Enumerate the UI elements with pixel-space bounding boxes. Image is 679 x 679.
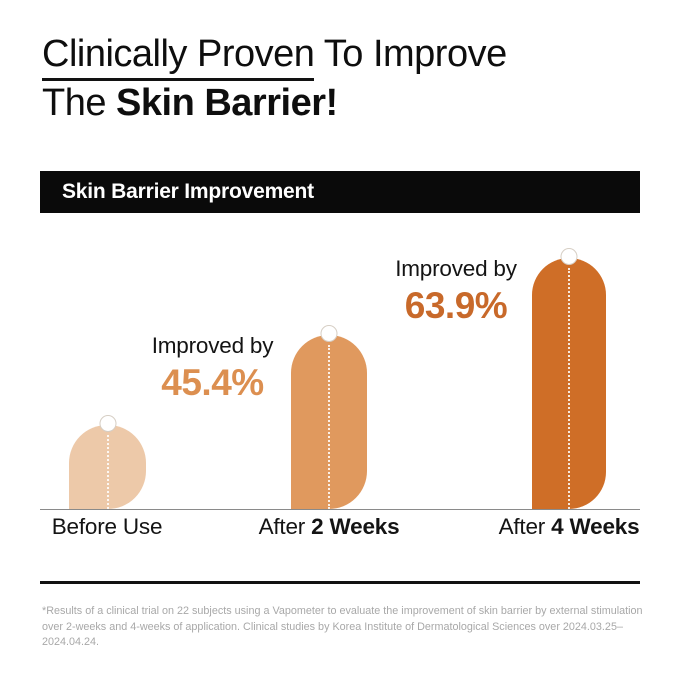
x-label-before-use: Before Use <box>22 514 192 540</box>
page-title-line2: The Skin Barrier! <box>42 79 507 128</box>
chart-title-banner: Skin Barrier Improvement <box>40 171 640 213</box>
page-title-line2-bold: Skin Barrier! <box>116 82 338 124</box>
annotation-after-2-weeks: Improved by 45.4% <box>140 333 285 404</box>
footnote: *Results of a clinical trial on 22 subje… <box>42 604 647 651</box>
x-label-text: After <box>258 514 312 539</box>
bar-center-dashed-line <box>568 268 570 509</box>
annotation-after-4-weeks: Improved by 63.9% <box>385 256 527 327</box>
page-title-line2-regular: The <box>42 82 117 124</box>
x-label-after-2-weeks: After 2 Weeks <box>244 514 414 540</box>
annotation-prefix: Improved by <box>395 256 517 281</box>
bar-before-use <box>69 415 146 509</box>
bar-top-marker-icon <box>560 248 578 265</box>
x-label-after-4-weeks: After 4 Weeks <box>484 514 654 540</box>
bar-chart: Improved by 45.4% Improved by 63.9% <box>40 248 640 510</box>
x-label-text: After <box>498 514 552 539</box>
footnote-line1: *Results of a clinical trial on 22 subje… <box>42 605 643 617</box>
x-label-text: Before Use <box>51 514 163 539</box>
annotation-value: 45.4% <box>161 362 264 403</box>
x-label-bold-text: 2 Weeks <box>311 514 400 539</box>
page-title-line1: Clinically Proven To Improve <box>42 30 507 81</box>
bar-after-4-weeks <box>532 248 606 509</box>
bar-center-dashed-line <box>106 435 109 509</box>
annotation-value: 63.9% <box>404 285 508 326</box>
bar-center-dashed-line <box>328 345 330 509</box>
footnote-line2: over 2-weeks and 4-weeks of application.… <box>42 620 623 649</box>
bar-top-marker-icon <box>320 325 338 342</box>
x-label-bold-text: 4 Weeks <box>551 514 640 539</box>
page-title-line1-rest: To Improve <box>314 33 507 75</box>
bar-top-marker-icon <box>99 415 116 432</box>
bar-after-2-weeks <box>291 325 367 509</box>
footer-divider <box>40 581 640 584</box>
page-title: Clinically Proven To Improve The Skin Ba… <box>42 30 507 128</box>
page-title-underlined-text: Clinically Proven <box>42 33 315 81</box>
annotation-prefix: Improved by <box>151 333 274 358</box>
